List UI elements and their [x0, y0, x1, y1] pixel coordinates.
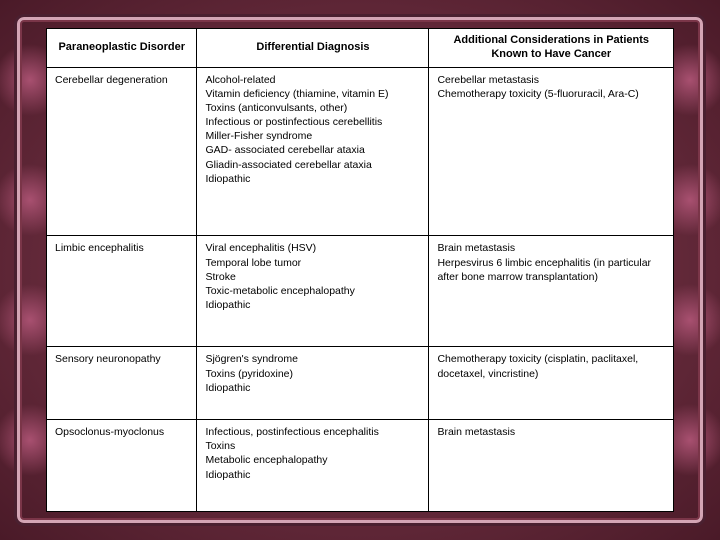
cell-additional: Chemotherapy toxicity (cisplatin, paclit… — [429, 347, 674, 420]
cell-additional: Brain metastasis — [429, 420, 674, 512]
cell-differential: Sjögren's syndromeToxins (pyridoxine)Idi… — [197, 347, 429, 420]
cell-additional: Brain metastasisHerpesvirus 6 limbic enc… — [429, 236, 674, 347]
table-header-row: Paraneoplastic Disorder Differential Dia… — [47, 29, 674, 68]
paraneoplastic-table: Paraneoplastic Disorder Differential Dia… — [46, 28, 674, 512]
table-row: Sensory neuronopathy Sjögren's syndromeT… — [47, 347, 674, 420]
cell-disorder: Cerebellar degeneration — [47, 67, 197, 236]
cell-disorder: Limbic encephalitis — [47, 236, 197, 347]
table-row: Limbic encephalitis Viral encephalitis (… — [47, 236, 674, 347]
table-row: Opsoclonus-myoclonus Infectious, postinf… — [47, 420, 674, 512]
cell-differential: Infectious, postinfectious encephalitisT… — [197, 420, 429, 512]
col-header-additional: Additional Considerations in Patients Kn… — [429, 29, 674, 68]
col-header-differential: Differential Diagnosis — [197, 29, 429, 68]
cell-differential: Viral encephalitis (HSV)Temporal lobe tu… — [197, 236, 429, 347]
table-panel: Paraneoplastic Disorder Differential Dia… — [46, 28, 674, 512]
cell-differential: Alcohol-relatedVitamin deficiency (thiam… — [197, 67, 429, 236]
table-row: Cerebellar degeneration Alcohol-relatedV… — [47, 67, 674, 236]
cell-disorder: Sensory neuronopathy — [47, 347, 197, 420]
cell-disorder: Opsoclonus-myoclonus — [47, 420, 197, 512]
cell-additional: Cerebellar metastasisChemotherapy toxici… — [429, 67, 674, 236]
col-header-disorder: Paraneoplastic Disorder — [47, 29, 197, 68]
